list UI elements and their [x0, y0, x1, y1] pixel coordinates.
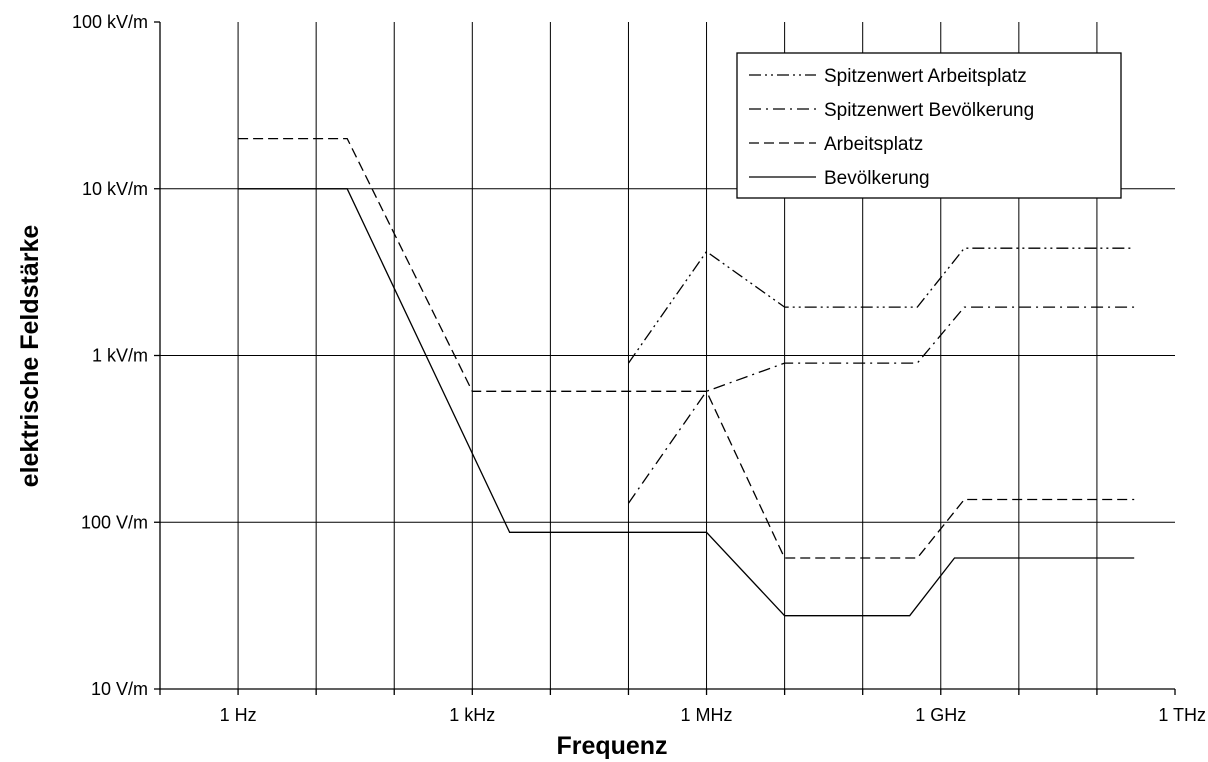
- y-tick-label: 10 V/m: [91, 679, 148, 699]
- y-tick-labels: 10 V/m 100 V/m 1 kV/m 10 kV/m 100 kV/m: [72, 12, 148, 699]
- y-tick-label: 100 V/m: [81, 512, 148, 532]
- series-line-4: [238, 188, 1135, 617]
- series-group: [238, 137, 1135, 617]
- series-line-2: [627, 306, 1135, 504]
- series-line-3: [238, 137, 1135, 559]
- legend-label-3: Arbeitsplatz: [824, 134, 923, 155]
- axes: [154, 21, 1176, 695]
- y-tick-label: 10 kV/m: [82, 179, 148, 199]
- legend-label-4: Bevölkerung: [824, 168, 930, 189]
- y-tick-label: 1 kV/m: [92, 346, 148, 366]
- x-tick-label: 1 kHz: [449, 705, 495, 725]
- legend-box: [736, 52, 1122, 199]
- y-tick-label: 100 kV/m: [72, 12, 148, 32]
- x-axis-title: Frequenz: [556, 732, 667, 760]
- x-tick-label: 1 THz: [1158, 705, 1206, 725]
- x-tick-label: 1 MHz: [681, 705, 733, 725]
- legend: Spitzenwert Arbeitsplatz Spitzenwert Bevö…: [736, 52, 1122, 199]
- series-line-1: [627, 247, 1135, 364]
- x-tick-label: 1 Hz: [220, 705, 257, 725]
- legend-label-2: Spitzenwert Bevölkerung: [824, 100, 1034, 121]
- legend-label-1: Spitzenwert Arbeitsplatz: [824, 66, 1027, 87]
- x-tick-labels: 1 Hz 1 kHz 1 MHz 1 GHz 1 THz: [220, 705, 1206, 725]
- x-tick-label: 1 GHz: [915, 705, 966, 725]
- y-axis-title: elektrische Feldstärke: [16, 225, 44, 488]
